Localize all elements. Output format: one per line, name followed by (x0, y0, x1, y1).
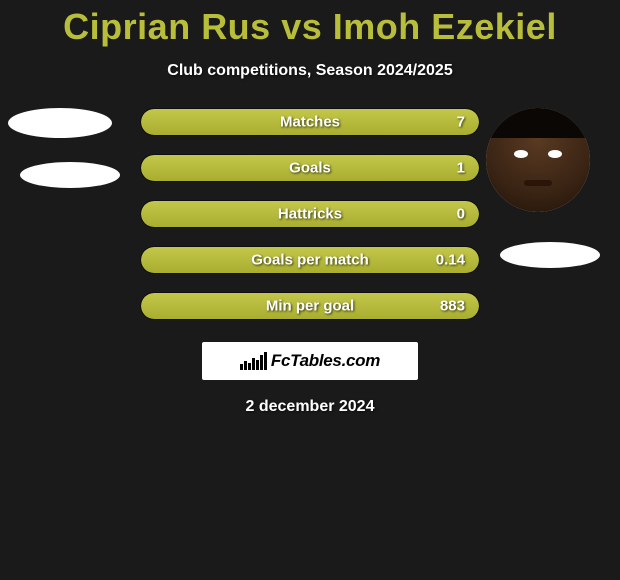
logo-chart-icon (240, 352, 267, 370)
stat-bars: Matches 7 Goals 1 Hattricks 0 Goals per … (140, 108, 480, 320)
bar-label: Goals per match (251, 252, 369, 269)
player-left-placeholder-2 (20, 162, 120, 188)
player-left-placeholder-1 (8, 108, 112, 138)
bar-value: 0.14 (436, 252, 465, 269)
bar-value: 883 (440, 298, 465, 315)
player-right-placeholder (500, 242, 600, 268)
fctables-logo[interactable]: FcTables.com (202, 342, 418, 380)
stat-bar: Min per goal 883 (140, 292, 480, 320)
stat-bar: Hattricks 0 (140, 200, 480, 228)
stat-bar: Goals 1 (140, 154, 480, 182)
stat-bar: Matches 7 (140, 108, 480, 136)
player-right-avatar (486, 108, 590, 212)
bar-label: Goals (289, 160, 331, 177)
bar-label: Hattricks (278, 206, 342, 223)
bar-value: 7 (457, 114, 465, 131)
comparison-title: Ciprian Rus vs Imoh Ezekiel (0, 0, 620, 48)
content-area: Matches 7 Goals 1 Hattricks 0 Goals per … (0, 108, 620, 416)
bar-value: 0 (457, 206, 465, 223)
bar-label: Min per goal (266, 298, 354, 315)
subtitle: Club competitions, Season 2024/2025 (0, 62, 620, 80)
logo-text: FcTables.com (271, 351, 380, 371)
bar-label: Matches (280, 114, 340, 131)
date-label: 2 december 2024 (0, 398, 620, 416)
stat-bar: Goals per match 0.14 (140, 246, 480, 274)
player-right-face-icon (486, 108, 590, 212)
bar-value: 1 (457, 160, 465, 177)
